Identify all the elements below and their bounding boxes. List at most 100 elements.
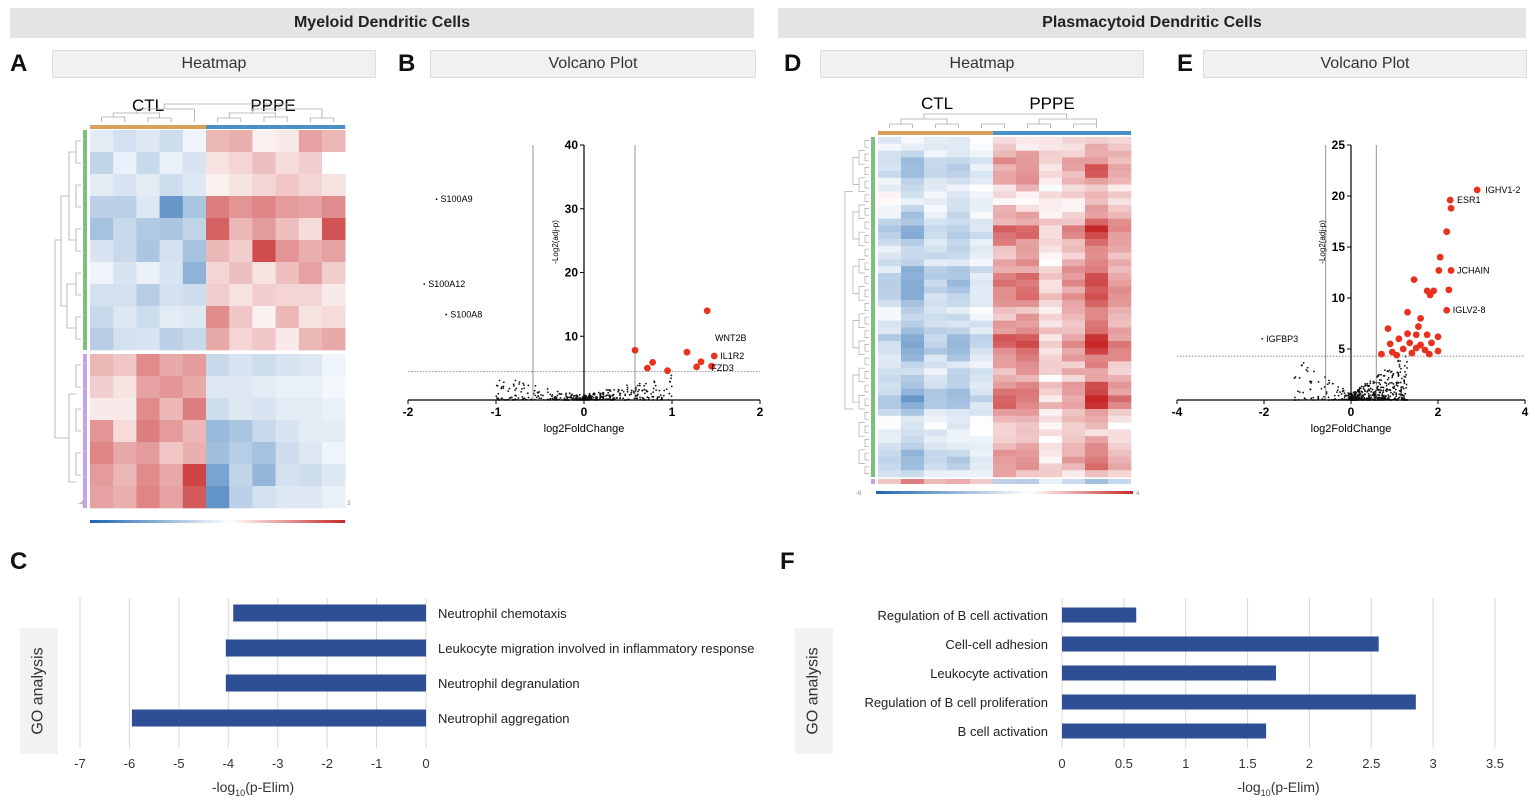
heatmap-a-cell [275, 464, 300, 487]
heatmap-d-cell [901, 388, 925, 396]
heatmap-a-cell [136, 306, 160, 329]
heatmap-d-cell [1016, 259, 1040, 267]
heatmap-d-cell [924, 449, 948, 457]
volcano-b-background-point [656, 396, 659, 399]
volcano-e-background-point [1336, 389, 1339, 392]
heatmap-a-cell [113, 196, 137, 219]
volcano-e-background-point [1358, 390, 1361, 393]
heatmap-a-cell [90, 174, 114, 197]
heatmap-a-cell [159, 152, 184, 175]
heatmap-d-cell [1016, 293, 1040, 301]
heatmap-a-cell [229, 130, 253, 153]
heatmap-d-row-branch [858, 422, 865, 437]
volcano-e-background-point [1396, 371, 1399, 374]
volcano-b-significant-point [631, 346, 639, 354]
volcano-b-labeled-point [445, 313, 448, 316]
volcano-e-background-point [1341, 397, 1344, 400]
volcano-b-background-point [551, 397, 554, 400]
volcano-e-background-point [1323, 395, 1325, 398]
heatmap-a-cell [90, 306, 114, 329]
heatmap-d-cell [1062, 388, 1086, 396]
volcano-b-background-point [628, 394, 631, 396]
volcano-b-background-point [602, 397, 604, 400]
heatmap-d-cell [901, 402, 925, 410]
volcano-b-background-point [644, 382, 647, 385]
heatmap-d-cell [993, 245, 1017, 253]
volcano-b-significant-point [697, 358, 705, 366]
volcano-b-background-point [590, 396, 592, 399]
volcano-e-y-label: -Log2(adj-p) [1318, 220, 1327, 264]
heatmap-d-cell [1085, 245, 1109, 253]
heatmap-d-cell [1085, 191, 1109, 199]
heatmap-d-cell [1062, 375, 1086, 383]
heatmap-a-cell [136, 262, 160, 285]
heatmap-a-cell [90, 218, 114, 241]
volcano-plot-b: -2 -1 0 1 2 10 20 30 40 log2FoldChange -Log2(adj-p… [403, 138, 764, 435]
heatmap-a-col-branch [136, 108, 195, 122]
volcano-b-background-point [606, 394, 608, 397]
heatmap-d-cell [1085, 443, 1109, 451]
volcano-b-background-point [570, 397, 573, 399]
volcano-e-y-tick-label: 5 [1338, 342, 1345, 356]
heatmap-d-row-branch [852, 157, 859, 185]
volcano-b-background-point [501, 397, 503, 400]
heatmap-a-row-branch [68, 151, 76, 241]
heatmap-a-cell [159, 196, 184, 219]
heatmap-d-cell [1039, 334, 1063, 342]
volcano-e-background-point [1404, 392, 1407, 395]
heatmap-d-cell [878, 198, 902, 206]
heatmap-a-cell [206, 306, 230, 329]
heatmap-d-cell [970, 456, 994, 464]
volcano-b-background-point [662, 394, 665, 397]
volcano-e-background-point [1337, 394, 1340, 397]
heatmap-d-cell [1085, 449, 1109, 457]
heatmap-d-cell [878, 354, 902, 362]
volcano-e-background-point [1378, 391, 1381, 393]
heatmap-d-cell [1039, 286, 1063, 294]
heatmap-a-cell [322, 486, 346, 509]
heatmap-d-cell [1039, 415, 1063, 423]
volcano-e-background-point [1339, 391, 1341, 394]
heatmap-d-cell [878, 225, 902, 233]
heatmap-d-pppe-bar [993, 131, 1131, 135]
heatmap-d-cell [947, 327, 971, 335]
volcano-b-background-point [618, 392, 621, 395]
go-c-category-label: Neutrophil chemotaxis [438, 606, 567, 621]
heatmap-d-cell [1085, 211, 1109, 219]
volcano-b-background-point [632, 390, 635, 393]
heatmap-a-cell [322, 284, 346, 307]
volcano-e-background-point [1371, 388, 1374, 391]
heatmap-d-cell [993, 218, 1017, 226]
heatmap-d-cell [1085, 266, 1109, 274]
volcano-e-significant-point [1443, 228, 1451, 236]
heatmap-d-cell [970, 211, 994, 219]
heatmap-d-cell [1085, 422, 1109, 430]
volcano-e-x-tick-label: 0 [1348, 405, 1355, 419]
go-f-category-label: Regulation of B cell proliferation [864, 695, 1048, 710]
heatmap-a-cell [252, 240, 276, 263]
heatmap-d-cell [947, 409, 971, 417]
heatmap-d-cell [1016, 177, 1040, 185]
volcano-b-background-point [513, 384, 515, 387]
heatmap-a-cell [182, 196, 207, 219]
heatmap-a-cell [136, 420, 160, 443]
heatmap-d-cell [947, 286, 971, 294]
volcano-e-significant-point [1445, 286, 1453, 294]
heatmap-d-cell [1108, 286, 1132, 294]
volcano-b-background-point [608, 395, 611, 398]
heatmap-d-cell [1085, 429, 1109, 437]
volcano-e-background-point [1401, 386, 1404, 388]
volcano-b-background-point [668, 380, 671, 383]
volcano-b-y-tick-label: 20 [565, 266, 579, 280]
heatmap-d-annotation-cell [1016, 479, 1039, 484]
heatmap-d-cell [1085, 354, 1109, 362]
heatmap-d-cell [1108, 320, 1132, 328]
heatmap-d-cell [1016, 381, 1040, 389]
volcano-e-background-point [1391, 392, 1394, 395]
heatmap-d-cell [901, 245, 925, 253]
heatmap-d-annotation-cell [1108, 479, 1131, 484]
heatmap-a-cell [275, 398, 300, 421]
heatmap-a-cell [90, 328, 114, 351]
go-chart-f: 0 0.5 1 1.5 2 2.5 3 3.5 Regulation of B cell act… [864, 598, 1504, 798]
heatmap-d-cell [878, 266, 902, 274]
